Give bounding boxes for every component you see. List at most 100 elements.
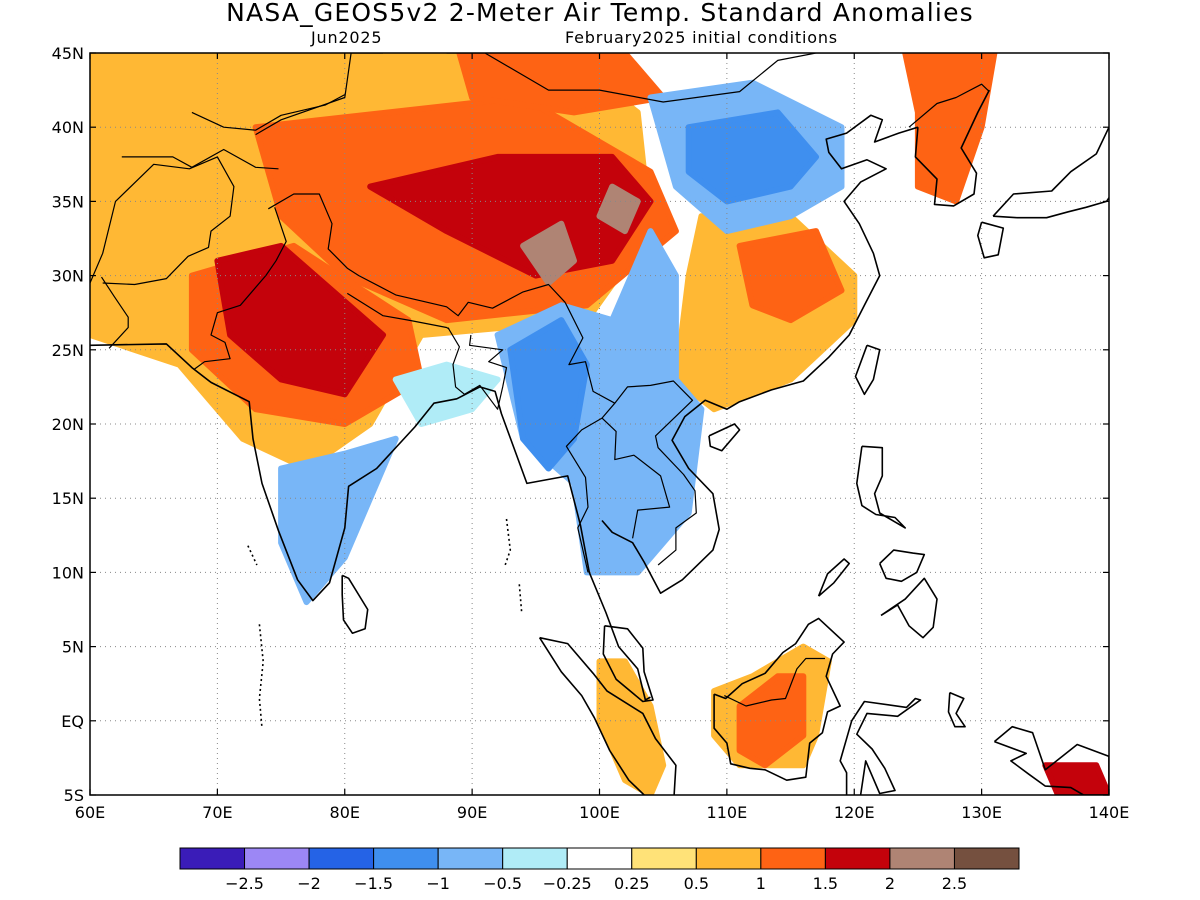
lon-label: 100E <box>579 803 620 822</box>
himalaya <box>267 193 566 317</box>
lon-label: 130E <box>961 803 1002 822</box>
lon-label: 90E <box>457 803 487 822</box>
hainan <box>708 423 741 452</box>
initial-conditions: February2025 initial conditions <box>565 28 838 47</box>
colorbar-swatch <box>953 847 1020 870</box>
pak-afg <box>90 156 235 286</box>
lat-label: 45N <box>52 44 84 63</box>
lat-label: 5N <box>62 638 84 657</box>
colorbar-swatch <box>566 847 633 870</box>
colorbar-label: 0.5 <box>684 874 709 893</box>
country-borders <box>90 53 1109 795</box>
lat-label: 25N <box>52 341 84 360</box>
lat-label: 15N <box>52 489 84 508</box>
sumatra <box>538 636 677 795</box>
taiwan <box>854 344 881 396</box>
colorbar-label: −1.5 <box>354 874 393 893</box>
borneo <box>713 617 845 782</box>
bangladesh <box>447 327 508 410</box>
kyrgyz-tajik <box>191 94 346 131</box>
lat-label: 30N <box>52 267 84 286</box>
nepal-south <box>346 292 450 330</box>
lon-label: 60E <box>75 803 105 822</box>
colorbar-label: −0.25 <box>543 874 592 893</box>
tibet-extreme-2 <box>596 183 641 235</box>
north-china-cooler <box>685 109 819 205</box>
tibet-extreme <box>520 220 577 286</box>
colorbar-label: −2 <box>297 874 321 893</box>
colorbar-swatch <box>179 847 246 870</box>
forecast-month: Jun2025 <box>311 28 383 47</box>
colorbar-swatch <box>760 847 826 870</box>
malaya <box>602 625 654 703</box>
lakshadweep <box>247 545 258 566</box>
kazakh-china <box>255 53 383 136</box>
lat-label: 10N <box>52 563 84 582</box>
halmahera <box>947 691 966 728</box>
bangladesh-cool-fringe <box>392 361 501 427</box>
colorbar-swatch <box>244 847 310 870</box>
lat-label: 5S <box>64 786 84 805</box>
luzon <box>855 445 907 529</box>
indochina-cool <box>494 228 705 576</box>
sumatra-warm <box>596 658 667 795</box>
colorbar-swatch <box>695 847 762 870</box>
japan-honshu <box>992 125 1109 219</box>
tibet-very-hot <box>367 153 654 279</box>
colorbar-label: 1.5 <box>813 874 838 893</box>
colorbar-swatch <box>373 847 439 870</box>
maldives <box>258 624 265 729</box>
lat-label: 20N <box>52 415 84 434</box>
colorbar-swatch <box>889 847 955 870</box>
palawan <box>817 558 851 597</box>
indochina-coast <box>601 114 919 595</box>
south-india-cool <box>278 435 399 606</box>
map-title: NASA_GEOS5v2 2-Meter Air Temp. Standard … <box>226 0 974 27</box>
laos-vietnam <box>614 380 697 566</box>
lat-label: 35N <box>52 192 84 211</box>
colorbar-label: −2.5 <box>225 874 264 893</box>
colorbar-swatch <box>437 847 504 870</box>
lon-label: 110E <box>707 803 748 822</box>
borneo-inland <box>724 657 825 707</box>
mindanao <box>880 577 938 639</box>
colorbar-label: 0.25 <box>614 874 650 893</box>
mongolia-china <box>446 53 817 103</box>
lon-label: 140E <box>1089 803 1130 822</box>
colorbar-label: 2 <box>885 874 895 893</box>
borneo-hot <box>736 673 807 769</box>
anomaly-shading <box>90 53 1109 795</box>
lat-label: EQ <box>61 712 84 731</box>
colorbar-swatch <box>502 847 568 870</box>
lon-label: 80E <box>330 803 360 822</box>
iran-pak <box>100 276 129 349</box>
korea <box>914 89 991 207</box>
colorbar-label: −1 <box>426 874 450 893</box>
korea-china <box>908 83 990 128</box>
japan-kyushu <box>976 221 1005 259</box>
colorbar-label: 2.5 <box>942 874 967 893</box>
graticule <box>90 53 1109 795</box>
sulawesi <box>839 697 922 795</box>
new-guinea <box>993 725 1109 795</box>
lon-label: 120E <box>834 803 875 822</box>
india-coast <box>90 343 651 701</box>
sri-lanka <box>341 574 369 635</box>
colorbar-swatch <box>308 847 375 870</box>
lon-label: 70E <box>202 803 232 822</box>
andaman <box>504 518 512 566</box>
colorbar-label: 1 <box>756 874 766 893</box>
lat-label: 40N <box>52 118 84 137</box>
korea-japan-hot <box>902 53 998 205</box>
colorbar-swatch <box>824 847 891 870</box>
india-pak <box>194 207 287 370</box>
coastlines <box>90 89 1109 795</box>
thai-laos-cambodia <box>601 417 671 539</box>
colorbar-swatch <box>631 847 697 870</box>
colorbar: −2.5 −2 −1.5 −1 −0.5 −0.25 0.25 0.5 1 1.5 2 2.5 <box>179 847 1020 893</box>
visayas <box>878 549 926 583</box>
afg-tajik-uz <box>121 148 279 170</box>
colorbar-label: −0.5 <box>483 874 522 893</box>
